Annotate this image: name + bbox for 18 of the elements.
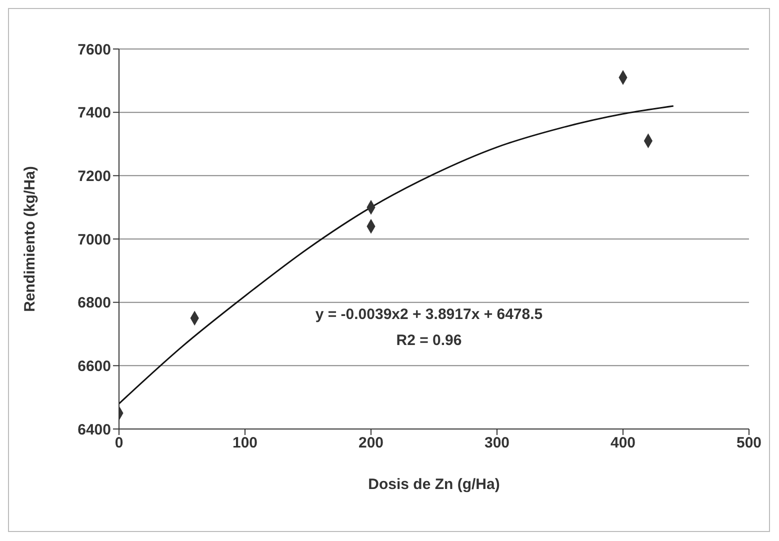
y-tick-label: 7200 bbox=[78, 168, 111, 185]
x-tick-label: 400 bbox=[610, 434, 636, 452]
y-tick-label: 6600 bbox=[78, 358, 111, 375]
x-tick-label: 100 bbox=[232, 434, 258, 452]
x-tick-label: 500 bbox=[736, 434, 762, 452]
y-tick-label: 6400 bbox=[78, 421, 111, 438]
y-tick-label: 6800 bbox=[78, 294, 111, 312]
line-series bbox=[119, 105, 674, 404]
x-tick-label: 200 bbox=[358, 434, 384, 452]
x-tick-label: 0 bbox=[114, 434, 124, 452]
x-tick-label: 300 bbox=[484, 434, 510, 452]
y-tick-label: 7600 bbox=[78, 41, 111, 58]
annotation: y = -0.0039x2 + 3.8917x + 6478.5 bbox=[314, 305, 544, 325]
x-axis-title: Dosis de Zn (g/Ha) bbox=[368, 476, 500, 493]
y-tick-label: 7400 bbox=[78, 104, 111, 122]
annotation: R2 = 0.96 bbox=[395, 331, 463, 351]
y-axis-title: Rendimiento (kg/Ha) bbox=[21, 166, 38, 312]
y-tick-label: 7000 bbox=[78, 231, 111, 248]
